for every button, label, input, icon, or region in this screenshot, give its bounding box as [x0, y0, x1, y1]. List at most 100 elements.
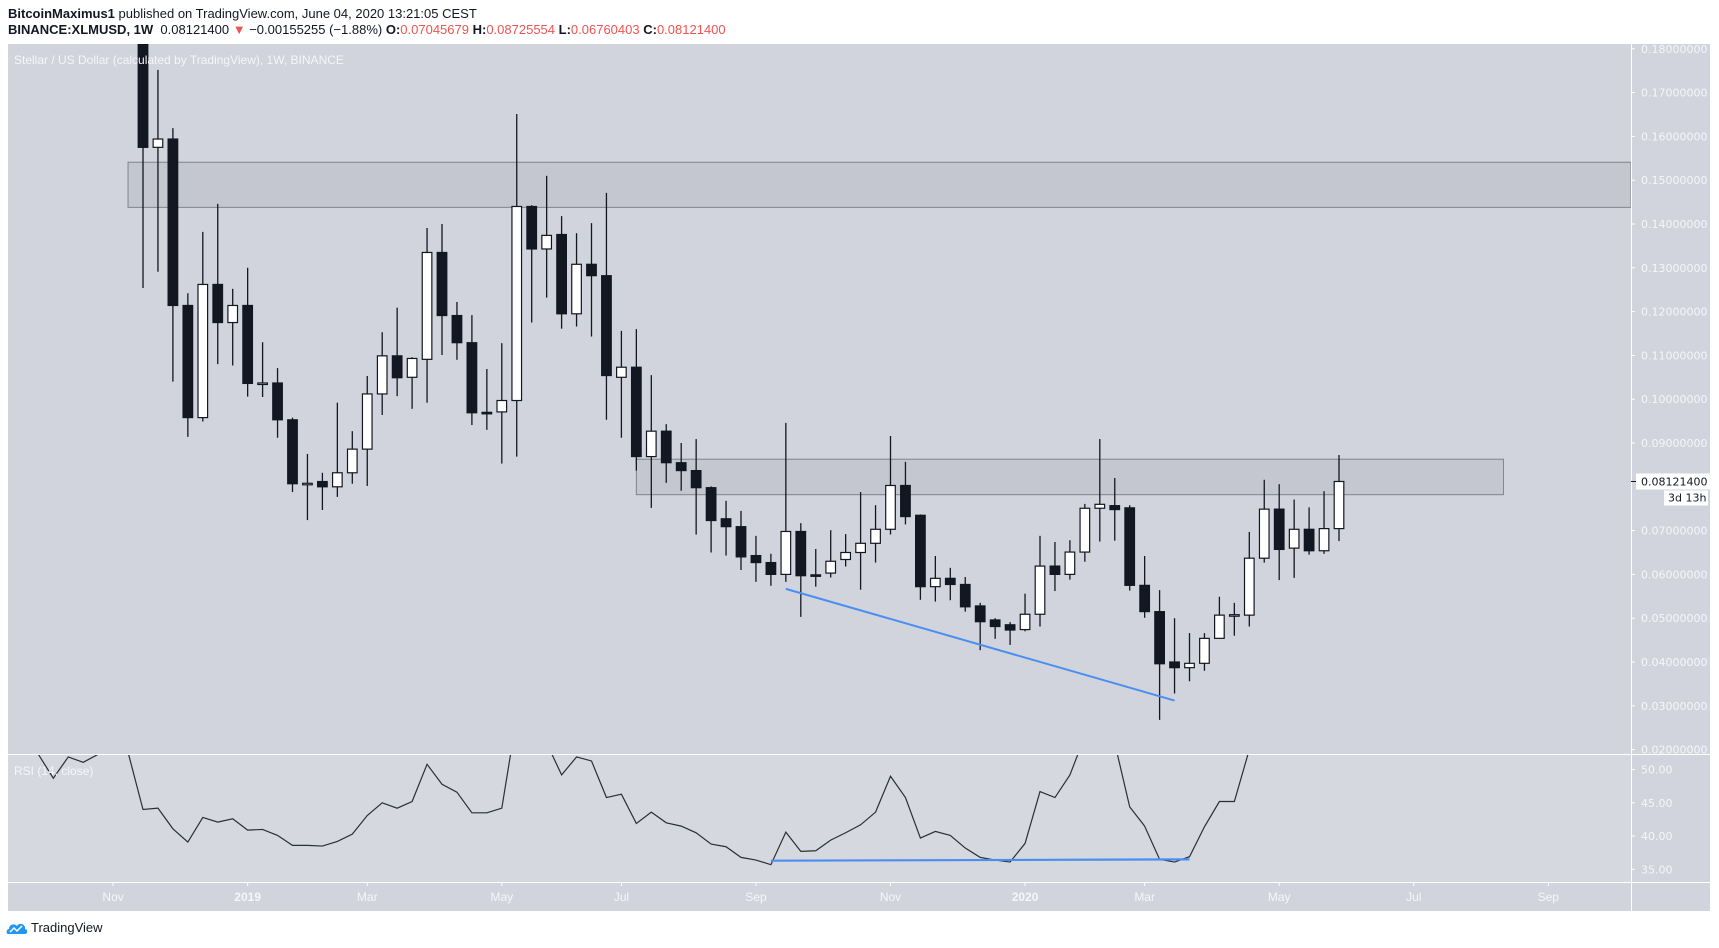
candle-body-down — [1154, 611, 1166, 665]
candle — [586, 223, 597, 337]
candle-body-down — [795, 530, 807, 577]
price-axis[interactable]: 0.18000000 0.17000000 0.16000000 0.15000000… — [1631, 43, 1707, 757]
candle-body-down — [1303, 528, 1315, 552]
candle-body-down — [735, 526, 747, 558]
candle — [735, 510, 747, 571]
candle — [1169, 618, 1180, 694]
candle — [900, 461, 911, 525]
time-tick-label: Nov — [880, 890, 901, 904]
tradingview-brand: TradingView — [31, 920, 103, 935]
candle-body-down — [526, 205, 538, 250]
candle-body-down — [167, 138, 179, 307]
candle-body-down — [675, 462, 687, 472]
time-tick-label: Mar — [357, 890, 378, 904]
candle-body-down — [436, 251, 448, 317]
candle — [1333, 455, 1345, 542]
resistance-zone-1 — [127, 161, 1631, 208]
candle-body-up — [929, 577, 941, 588]
bar-countdown-label: 3d 13h — [1668, 491, 1706, 504]
candle-body-up — [257, 382, 268, 386]
candle — [1154, 590, 1166, 720]
candle-body-down — [690, 469, 702, 489]
candle-body-down — [1169, 661, 1180, 669]
candle — [496, 343, 508, 464]
close-label: C: — [643, 22, 657, 37]
candle-body-up — [1288, 528, 1300, 549]
candle-body-down — [586, 263, 597, 277]
candle — [197, 231, 209, 422]
open-value: 0.07045679 — [400, 22, 469, 37]
candle-body-up — [870, 528, 881, 544]
candle — [481, 368, 493, 430]
author-name[interactable]: BitcoinMaximus1 — [8, 6, 115, 21]
time-tick-label: Sep — [1538, 890, 1560, 904]
candle-body-down — [810, 574, 822, 577]
last-price-box — [1636, 473, 1710, 490]
candle-body-up — [361, 393, 373, 450]
candle — [765, 553, 777, 586]
candle — [974, 602, 986, 651]
time-tick-label: Mar — [1134, 890, 1155, 904]
candle-body-down — [212, 283, 224, 324]
candle — [182, 293, 194, 437]
candle — [406, 357, 418, 409]
candle — [959, 577, 971, 612]
candle — [466, 315, 478, 426]
price-tick-label: 0.03000000 — [1641, 700, 1707, 713]
candle-body-down — [481, 411, 493, 415]
rsi-line — [38, 755, 1249, 866]
candle-body-up — [1034, 565, 1046, 615]
candle — [1303, 507, 1315, 555]
candle — [287, 417, 298, 493]
candle — [645, 375, 657, 508]
candle — [391, 307, 403, 397]
candle-body-down — [1139, 584, 1151, 613]
candle — [660, 424, 672, 483]
candle — [1004, 622, 1016, 645]
price-tick-label: 0.18000000 — [1641, 43, 1707, 56]
candle — [1288, 499, 1300, 578]
candle-body-down — [989, 619, 1001, 628]
tradingview-cloud-icon — [6, 923, 28, 934]
candle-body-down — [750, 554, 762, 564]
time-tick-label: 2019 — [234, 890, 261, 904]
candle-body-up — [1019, 613, 1031, 631]
time-tick-label: Sep — [745, 890, 767, 904]
candle-body-down — [287, 419, 298, 485]
candle — [1049, 541, 1061, 592]
candle — [601, 192, 612, 420]
candle-body-up — [346, 448, 358, 474]
candle — [1079, 503, 1091, 562]
close-value: 0.08121400 — [656, 22, 726, 37]
price-tick-label: 0.04000000 — [1641, 656, 1707, 669]
price-tick-label: 0.15000000 — [1641, 174, 1707, 187]
candle-body-up — [152, 138, 164, 148]
rsi-axis[interactable]: 50.00 45.00 40.00 35.00 — [1631, 764, 1673, 877]
candle — [571, 233, 582, 327]
candle — [272, 368, 283, 438]
price-tick-label: 0.02000000 — [1641, 744, 1707, 757]
rsi-legend-title: RSI (14, close) — [14, 764, 93, 778]
tradingview-logo[interactable]: TradingView — [6, 920, 103, 935]
candle — [451, 301, 463, 360]
candle-body-down — [182, 304, 194, 419]
time-tick-label: Jul — [1406, 890, 1421, 904]
candle — [212, 203, 224, 365]
publish-info: BitcoinMaximus1 published on TradingView… — [8, 6, 477, 21]
candle-body-up — [855, 542, 866, 554]
candle — [511, 114, 523, 457]
time-axis[interactable]: Nov 2019 Mar May Jul Sep Nov 2020 Mar May Jul Sep — [102, 882, 1559, 904]
candle-body-down — [660, 430, 672, 464]
candle-body-up — [421, 251, 433, 360]
candle — [810, 548, 822, 587]
candle-body-up — [1228, 614, 1240, 617]
candle — [137, 44, 149, 288]
candle — [1124, 505, 1136, 591]
publish-text: published on TradingView.com, June 04, 2… — [118, 6, 477, 21]
candle-body-down — [1273, 508, 1285, 551]
candle — [780, 422, 792, 582]
price-tick-label: 0.11000000 — [1641, 349, 1707, 362]
chart-legend-title: Stellar / US Dollar (calculated by Tradi… — [14, 53, 344, 67]
candle-body-down — [272, 382, 283, 421]
